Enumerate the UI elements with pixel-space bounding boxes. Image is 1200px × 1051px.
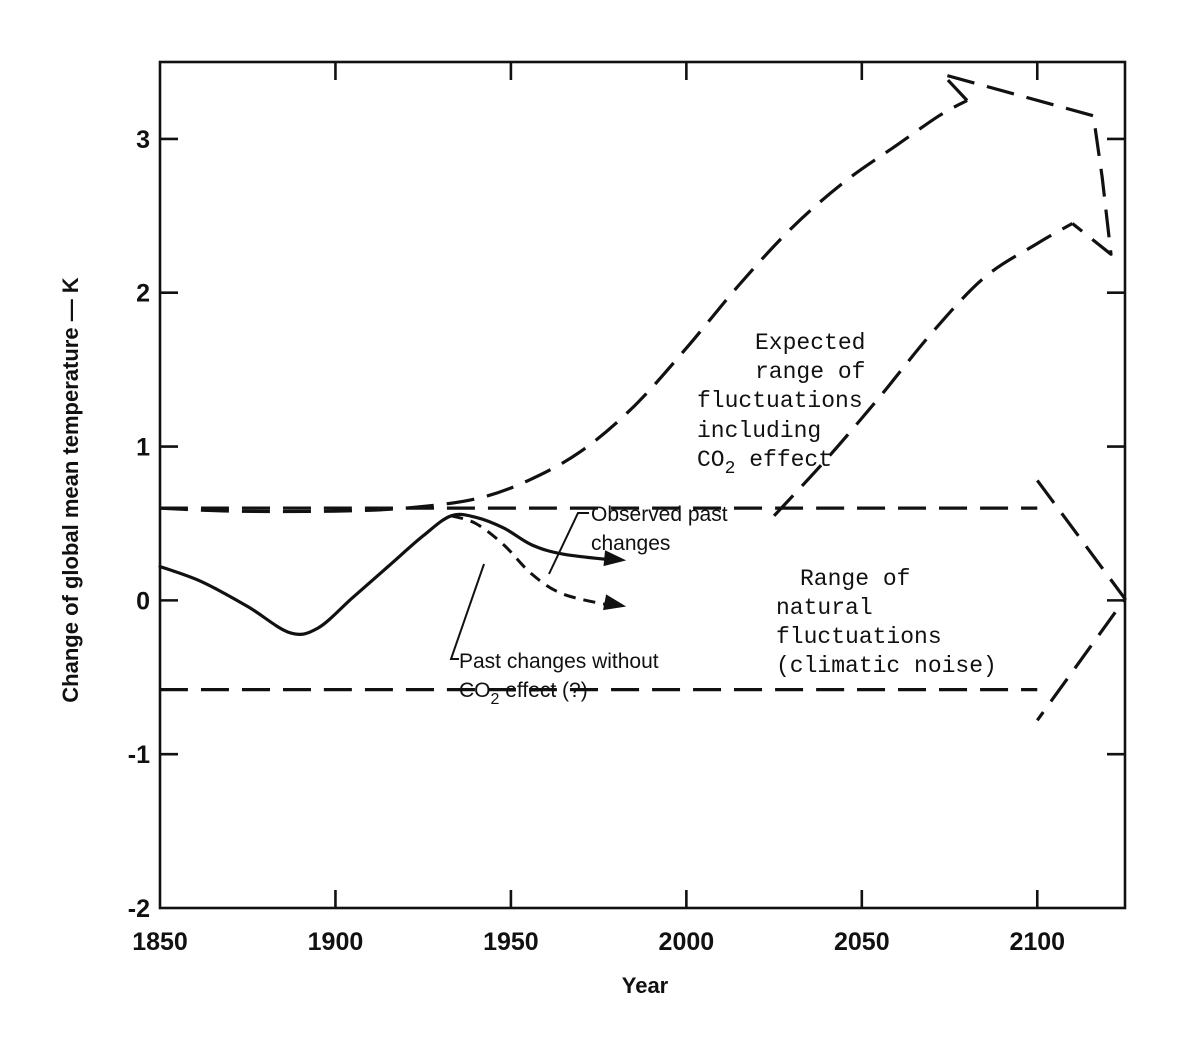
without-co2-prefix: CO — [459, 679, 491, 702]
tick-marks — [160, 62, 1125, 908]
co2-suffix: effect — [735, 447, 832, 473]
expected-line-3: fluctuations — [697, 388, 863, 414]
y-tick-label: 0 — [136, 587, 150, 615]
x-tick-label: 2000 — [659, 928, 715, 956]
y-tick-label: -1 — [128, 741, 150, 769]
plot-frame — [158, 60, 1127, 910]
observed-line-1: Observed past — [591, 503, 728, 526]
without-line-1: Past changes without — [459, 650, 659, 673]
x-tick-label: 1850 — [132, 928, 188, 956]
observed-annotation: Observed past changes — [548, 503, 728, 575]
without-co2-arrowhead — [603, 594, 627, 611]
y-tick-label: -2 — [128, 895, 150, 923]
natural-line-2: natural — [776, 595, 873, 621]
co2-subscript: 2 — [725, 459, 736, 479]
x-tick-label: 2050 — [834, 928, 890, 956]
without-leader-line — [449, 563, 485, 660]
y-tick-label: 3 — [136, 126, 150, 154]
natural-line-4: (climatic noise) — [776, 653, 997, 679]
natural-line-1: Range of — [800, 566, 910, 592]
observed-series — [158, 512, 618, 636]
without-co2-subscript: 2 — [491, 691, 500, 708]
expected-line-4: including — [697, 418, 821, 444]
series-lines — [158, 99, 1074, 692]
without-line-2: CO2 effect (?) — [459, 679, 588, 708]
tick-labels: 1850 1900 1950 2000 2050 2100 -2 -1 0 1 2 3 — [128, 126, 1065, 956]
expected-line-1: Expected — [755, 330, 865, 356]
y-tick-label: 2 — [136, 280, 150, 308]
y-axis-title: Change of global mean temperature — K — [58, 277, 83, 703]
observed-leader-line — [548, 512, 589, 575]
without-co2-suffix: effect (?) — [499, 679, 587, 702]
without-co2-annotation: Past changes without CO2 effect (?) — [449, 563, 659, 708]
expected-range-annotation: Expected range of fluctuations including… — [697, 330, 865, 479]
x-tick-label: 1950 — [483, 928, 539, 956]
observed-arrowhead — [603, 550, 627, 567]
x-axis-title: Year — [622, 973, 669, 998]
natural-line-3: fluctuations — [776, 624, 942, 650]
expected-lower-series — [772, 222, 1074, 517]
y-tick-label: 1 — [136, 434, 150, 462]
expected-upper-series — [159, 99, 968, 514]
x-tick-label: 2100 — [1009, 928, 1065, 956]
co2-prefix: CO — [697, 447, 725, 473]
expected-range-arrowhead — [940, 72, 1113, 256]
without-co2-series — [450, 514, 617, 608]
observed-line-2: changes — [591, 532, 670, 555]
x-tick-label: 1900 — [308, 928, 364, 956]
expected-line-2: range of — [755, 359, 865, 385]
natural-range-annotation: Range of natural fluctuations (climatic … — [776, 566, 997, 679]
expected-line-5: CO2 effect — [697, 447, 832, 479]
